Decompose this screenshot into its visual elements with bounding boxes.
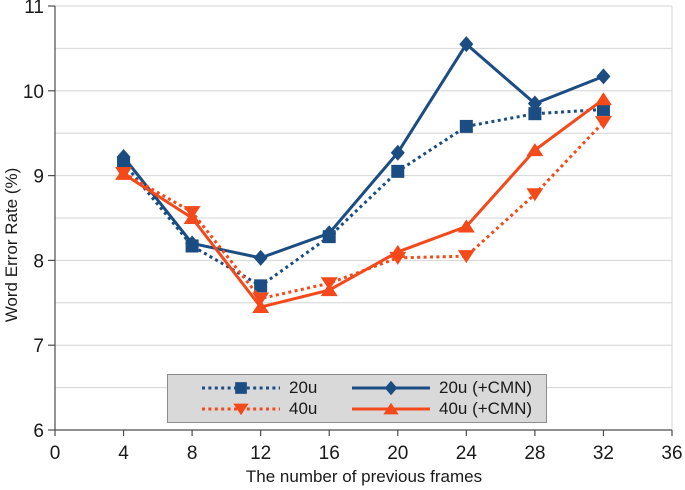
diamond-marker-icon — [596, 68, 611, 85]
y-tick-label: 9 — [33, 167, 44, 188]
square-marker-icon — [596, 102, 610, 116]
x-tick-label: 8 — [187, 443, 198, 464]
triangle-up-marker-icon — [252, 300, 270, 314]
x-tick-label: 32 — [593, 443, 614, 464]
series-line — [122, 41, 604, 260]
square-marker-icon — [528, 107, 542, 121]
x-tick-label: 0 — [50, 443, 61, 464]
triangle-down-marker-icon — [594, 116, 612, 130]
triangle-up-marker-icon — [383, 402, 399, 415]
legend-item-40u: 40u — [201, 399, 351, 419]
x-tick-label: 4 — [118, 443, 129, 464]
y-tick-label: 10 — [23, 82, 44, 103]
legend-label: 20u (+CMN) — [439, 377, 533, 397]
diamond-marker-icon — [390, 144, 405, 161]
triangle-up-marker-icon — [389, 244, 407, 258]
series-20u — [117, 102, 610, 293]
legend-line-sample — [202, 403, 280, 416]
legend-item-20u-cmn-: 20u (+CMN) — [351, 378, 542, 398]
legend-label: 40u — [289, 399, 318, 419]
legend-line-sample — [352, 402, 430, 415]
legend-line-sample — [202, 381, 280, 394]
triangle-down-marker-icon — [252, 292, 270, 306]
x-tick-label: 36 — [661, 443, 682, 464]
x-tick-label: 12 — [250, 443, 271, 464]
triangle-up-marker-icon — [526, 143, 544, 157]
square-marker-icon — [254, 279, 268, 293]
legend-line-sample — [352, 380, 430, 395]
y-axis-title: Word Error Rate (%) — [2, 167, 21, 323]
square-marker-icon — [322, 230, 336, 244]
y-tick-label: 8 — [33, 251, 44, 272]
series-40u — [115, 116, 612, 306]
legend-item-20u: 20u — [201, 378, 351, 398]
x-axis-title: The number of previous frames — [245, 467, 483, 486]
legend-item-40u-cmn-: 40u (+CMN) — [351, 399, 542, 419]
series-line — [122, 98, 605, 309]
triangle-down-marker-icon — [457, 250, 475, 264]
legend-label: 40u (+CMN) — [439, 399, 533, 419]
diamond-marker-icon — [459, 36, 474, 53]
series-40u-cmn- — [115, 92, 612, 314]
y-tick-label: 6 — [33, 421, 44, 442]
diamond-marker-icon — [253, 249, 268, 266]
triangle-up-marker-icon — [183, 211, 201, 224]
triangle-down-marker-icon — [233, 403, 249, 416]
y-tick-label: 7 — [33, 336, 44, 357]
triangle-up-marker-icon — [594, 92, 612, 106]
x-tick-label: 20 — [387, 443, 408, 464]
square-marker-icon — [117, 156, 131, 170]
triangle-up-marker-icon — [115, 166, 133, 180]
legend-label: 20u — [289, 377, 318, 397]
square-marker-icon — [459, 119, 473, 133]
square-marker-icon — [185, 239, 199, 253]
triangle-up-marker-icon — [457, 219, 475, 233]
x-tick-label: 28 — [524, 443, 545, 464]
triangle-up-marker-icon — [320, 283, 338, 297]
diamond-marker-icon — [384, 380, 398, 395]
triangle-down-marker-icon — [526, 188, 544, 202]
chart-legend: 20u 20u (+CMN) 40u 40u (+CMN) — [167, 374, 547, 423]
x-tick-label: 16 — [319, 443, 340, 464]
x-tick-label: 24 — [456, 443, 478, 464]
square-marker-icon — [235, 381, 247, 394]
square-marker-icon — [391, 164, 405, 178]
series-line — [122, 107, 604, 288]
y-tick-label: 11 — [24, 0, 44, 18]
